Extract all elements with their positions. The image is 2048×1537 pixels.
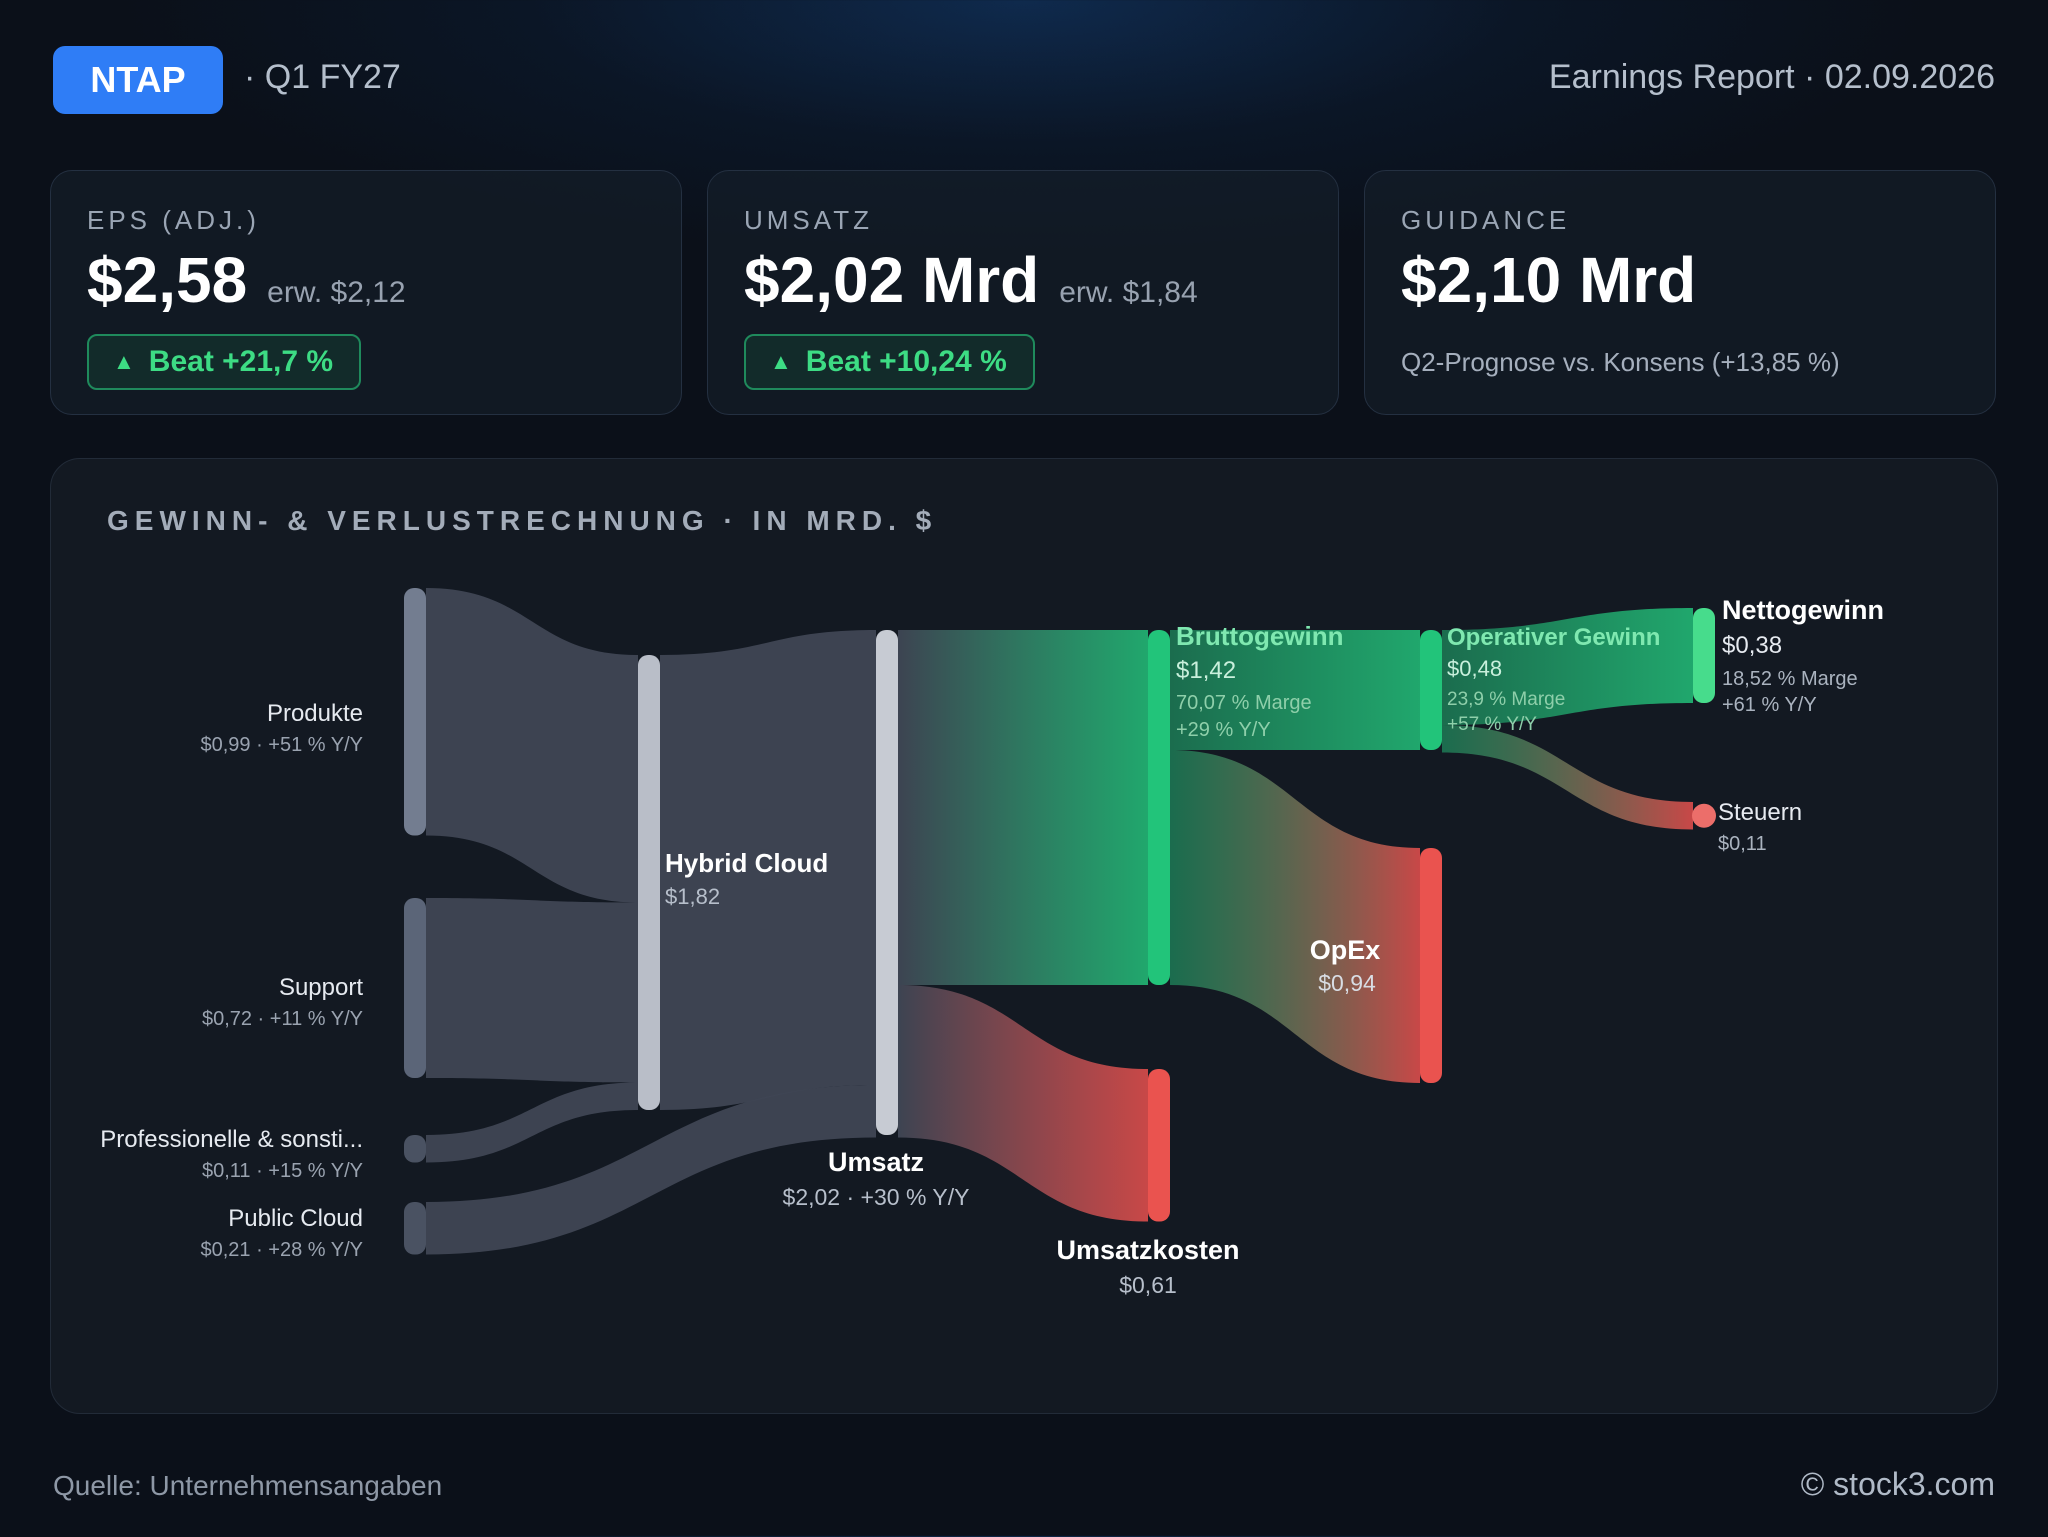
node-label-umsatzkosten: Umsatzkosten [1056, 1235, 1239, 1265]
flow-hybrid_cloud-to-umsatz [660, 630, 876, 1110]
node-label-opex: OpEx [1310, 935, 1381, 965]
node-support [404, 898, 426, 1078]
guidance-label: GUIDANCE [1401, 205, 1571, 235]
node-margin-op_gewinn: 23,9 % Marge [1447, 689, 1565, 710]
flow-brutto-to-opex [1170, 750, 1420, 1083]
flow-umsatz-to-brutto [898, 630, 1148, 985]
node-label-umsatz: Umsatz [828, 1147, 924, 1177]
node-margin-netto: 18,52 % Marge [1722, 668, 1858, 690]
node-label-netto: Nettogewinn [1722, 595, 1884, 625]
copyright: © stock3.com [1800, 1466, 1995, 1502]
node-yoy-brutto: +29 % Y/Y [1176, 719, 1271, 741]
node-margin-brutto: 70,07 % Marge [1176, 692, 1312, 714]
flow-produkte-to-hybrid_cloud [426, 588, 638, 903]
revenue-card: UMSATZ $2,02 Mrd erw. $1,84 ▲ Beat +10,24 … [707, 170, 1339, 415]
eps-expected: erw. $2,12 [267, 276, 406, 309]
up-triangle-icon: ▲ [113, 349, 135, 374]
revenue-expected: erw. $1,84 [1059, 276, 1198, 309]
eps-card: EPS (ADJ.) $2,58 erw. $2,12 ▲ Beat +21,7 % [50, 170, 682, 415]
revenue-label: UMSATZ [744, 205, 873, 235]
node-yoy-op_gewinn: +57 % Y/Y [1447, 714, 1537, 735]
node-value-steuern: $0,11 [1718, 833, 1767, 855]
node-label-support: Support [279, 974, 363, 1001]
node-value-support: $0,72 · +11 % Y/Y [202, 1008, 363, 1030]
node-label-professional: Professionelle & sonsti... [100, 1126, 363, 1153]
flow-umsatz-to-umsatzkosten [898, 985, 1148, 1222]
node-value-umsatzkosten: $0,61 [1119, 1272, 1177, 1298]
flow-professional-to-hybrid_cloud [426, 1082, 638, 1163]
flow-op_gewinn-to-steuern [1442, 725, 1693, 830]
guidance-note: Q2-Prognose vs. Konsens (+13,85 %) [1401, 347, 1840, 377]
node-label-hybrid_cloud: Hybrid Cloud [665, 848, 828, 878]
node-value-brutto: $1,42 [1176, 657, 1236, 684]
node-value-professional: $0,11 · +15 % Y/Y [202, 1160, 363, 1182]
node-value-umsatz: $2,02 · +30 % Y/Y [783, 1184, 970, 1210]
revenue-beat-badge: ▲ Beat +10,24 % [744, 334, 1035, 390]
eps-beat-text: Beat +21,7 % [148, 345, 334, 378]
guidance-value: $2,10 Mrd [1401, 244, 1697, 316]
report-date: Earnings Report · 02.09.2026 [1548, 58, 1995, 96]
eps-label: EPS (ADJ.) [87, 205, 260, 235]
flow-op_gewinn-to-netto [1442, 608, 1693, 725]
node-produkte [404, 588, 426, 836]
up-triangle-icon: ▲ [770, 349, 792, 374]
node-brutto [1148, 630, 1170, 985]
node-value-produkte: $0,99 · +51 % Y/Y [200, 734, 363, 756]
node-umsatz [876, 630, 898, 1135]
node-label-brutto: Bruttogewinn [1176, 621, 1344, 651]
quarter-label: · Q1 FY27 [244, 58, 401, 96]
guidance-card: GUIDANCE $2,10 Mrd Q2-Prognose vs. Konse… [1364, 170, 1996, 415]
node-value-public_cloud: $0,21 · +28 % Y/Y [200, 1239, 363, 1261]
node-label-produkte: Produkte [267, 700, 363, 727]
node-hybrid_cloud [638, 655, 660, 1110]
revenue-beat-text: Beat +10,24 % [805, 345, 1007, 378]
source-note: Quelle: Unternehmensangaben [53, 1470, 443, 1501]
node-professional [404, 1135, 426, 1163]
income-statement-panel: GEWINN- & VERLUSTRECHNUNG · IN MRD. $ Pr… [50, 458, 1998, 1414]
eps-beat-badge: ▲ Beat +21,7 % [87, 334, 362, 390]
panel-title: GEWINN- & VERLUSTRECHNUNG · IN MRD. $ [107, 505, 938, 536]
node-op_gewinn [1420, 630, 1442, 750]
flow-brutto-to-op_gewinn [1170, 630, 1420, 750]
node-value-hybrid_cloud: $1,82 [665, 884, 720, 909]
ticker-badge: NTAP [53, 46, 223, 114]
flow-support-to-hybrid_cloud [426, 898, 638, 1083]
node-opex [1420, 848, 1442, 1083]
node-value-op_gewinn: $0,48 [1447, 656, 1502, 681]
eps-value: $2,58 erw. $2,12 [87, 243, 406, 317]
node-value-netto: $0,38 [1722, 632, 1782, 659]
node-label-op_gewinn: Operativer Gewinn [1447, 624, 1660, 651]
node-steuern [1692, 803, 1716, 828]
node-value-opex: $0,94 [1318, 970, 1376, 996]
node-public_cloud [404, 1202, 426, 1255]
node-umsatzkosten [1148, 1069, 1170, 1222]
node-label-steuern: Steuern [1718, 799, 1802, 826]
node-netto [1693, 608, 1715, 703]
revenue-value: $2,02 Mrd erw. $1,84 [744, 243, 1198, 317]
node-yoy-netto: +61 % Y/Y [1722, 694, 1817, 716]
node-label-public_cloud: Public Cloud [228, 1205, 363, 1232]
flow-public_cloud-to-umsatz [426, 1085, 876, 1255]
eps-value-text: $2,58 [87, 244, 248, 316]
revenue-value-text: $2,02 Mrd [744, 244, 1040, 316]
